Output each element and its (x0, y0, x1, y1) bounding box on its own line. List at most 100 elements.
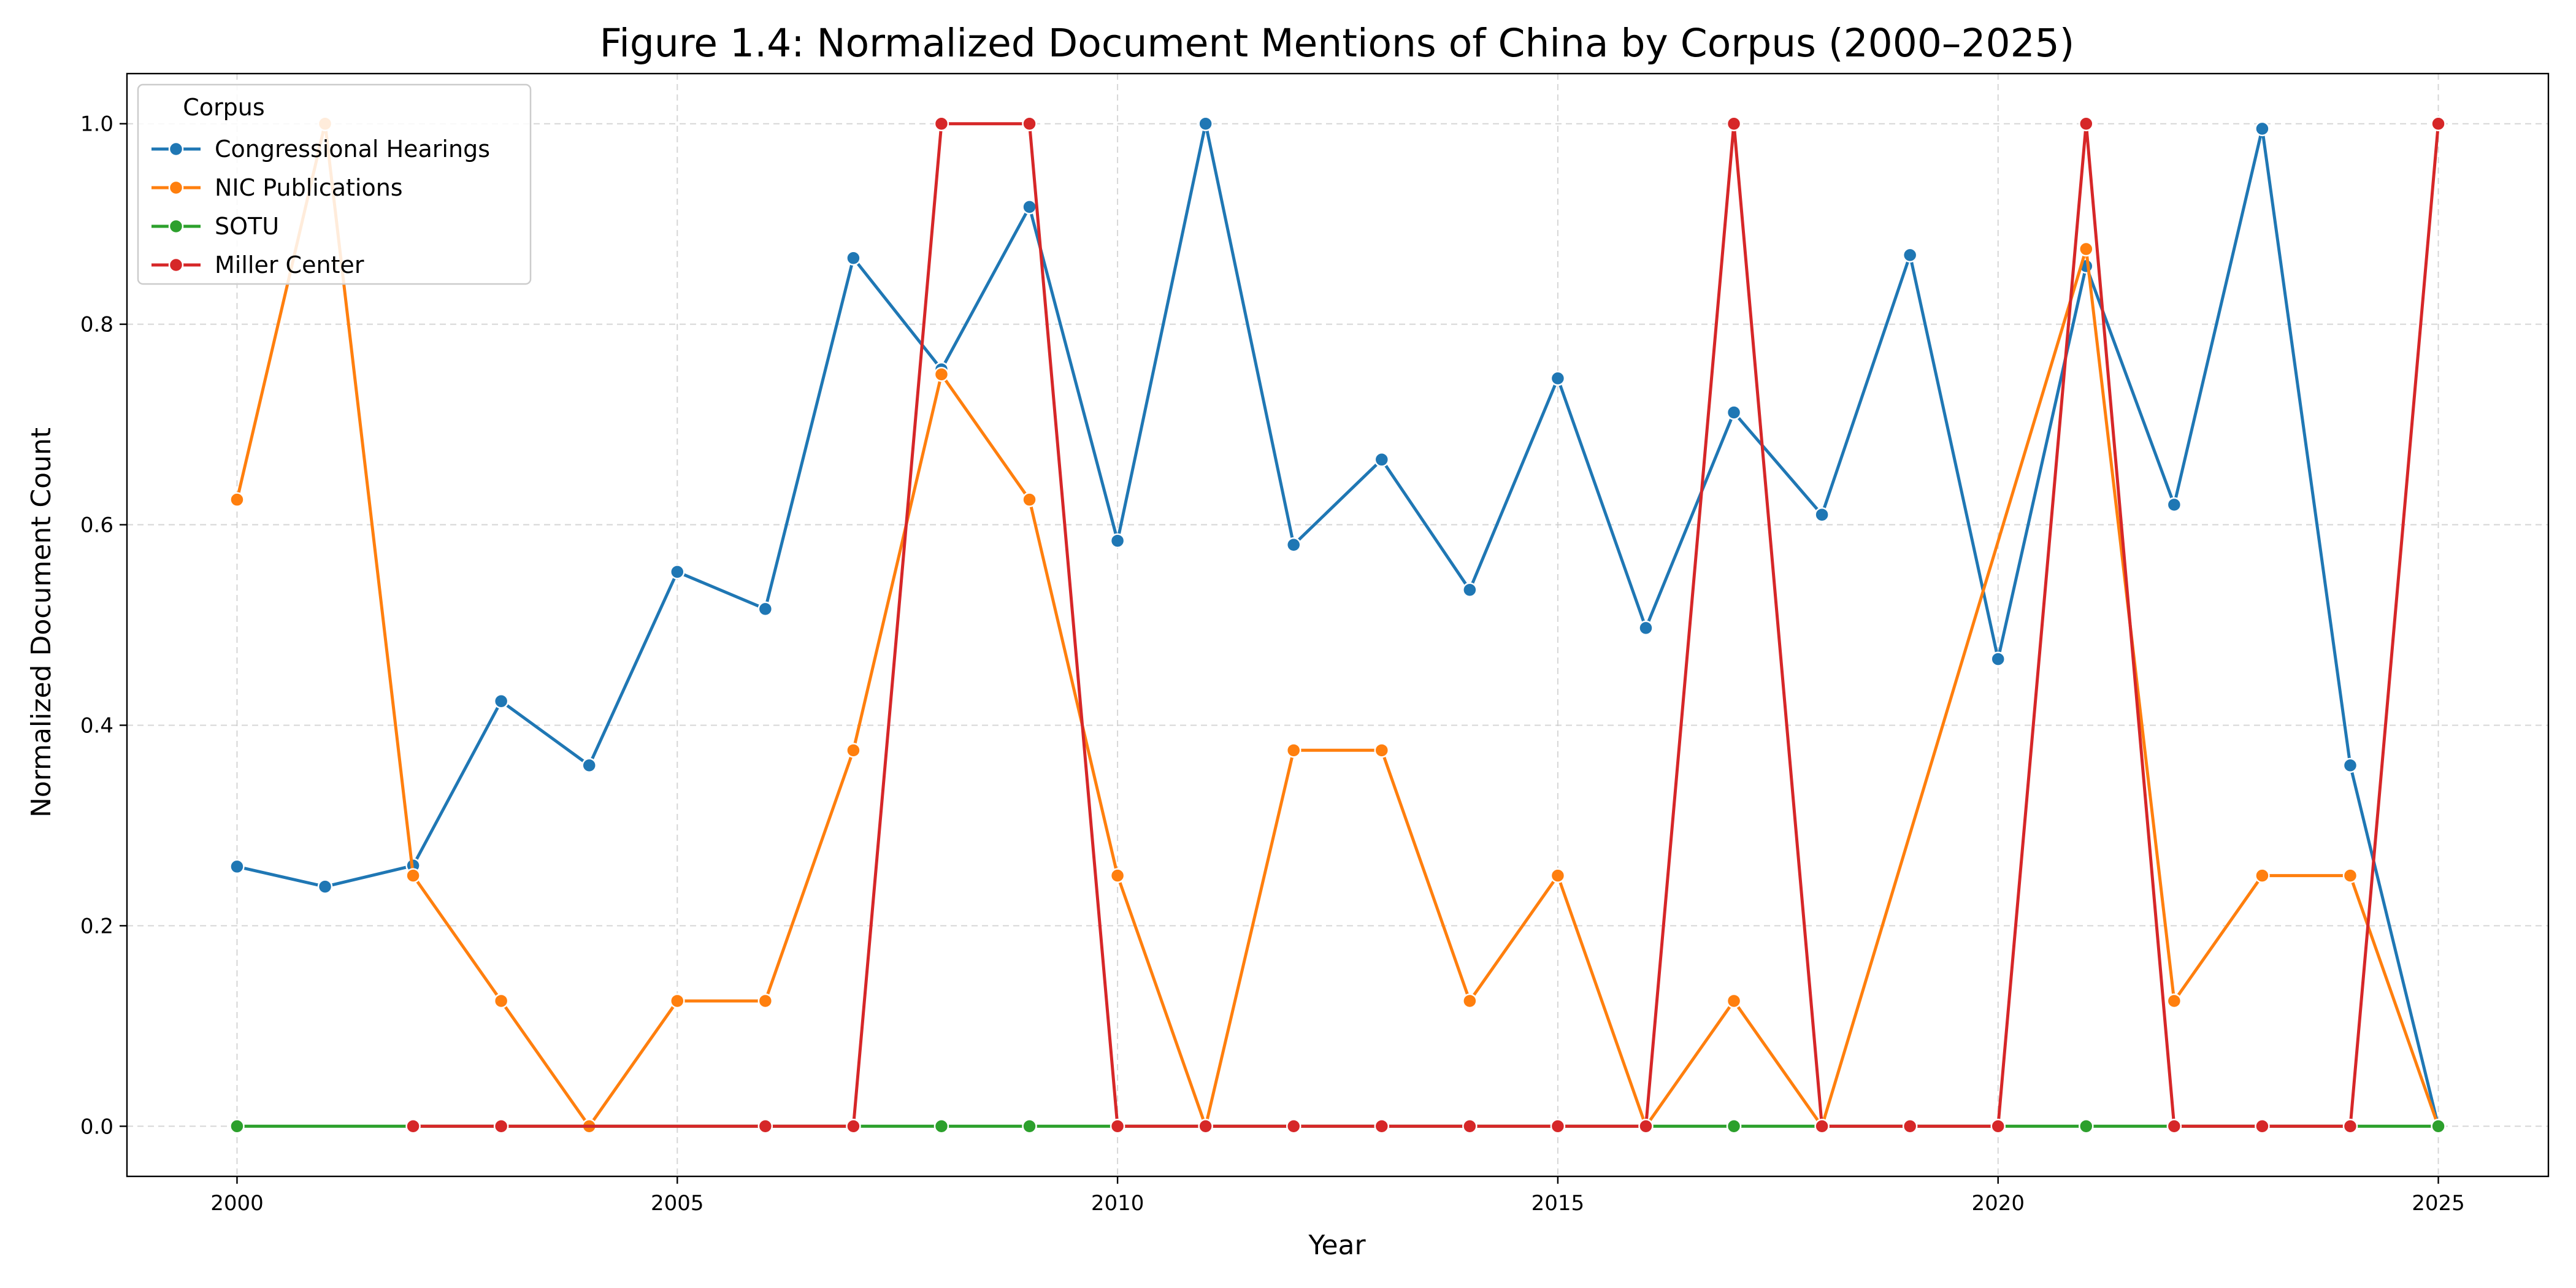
y-tick-label: 0.2 (80, 914, 113, 938)
data-point (229, 859, 245, 875)
legend-item: Miller Center (151, 251, 364, 278)
data-point (493, 693, 509, 709)
data-point (933, 367, 949, 382)
data-point (846, 1119, 861, 1134)
data-point (1110, 868, 1125, 883)
data-point (670, 564, 685, 580)
x-tick-label: 2010 (1091, 1191, 1144, 1216)
legend-title: Corpus (183, 94, 264, 121)
legend-swatch-marker (168, 141, 184, 157)
data-point (670, 993, 685, 1009)
data-point (2079, 1119, 2094, 1134)
data-point (229, 492, 245, 507)
data-point (1110, 533, 1125, 548)
data-point (2255, 1119, 2270, 1134)
data-point (1198, 116, 1213, 131)
data-point (2431, 1119, 2446, 1134)
data-point (493, 1119, 509, 1134)
legend-label: NIC Publications (215, 174, 403, 201)
series-line (236, 122, 2440, 1128)
chart-title: Figure 1.4: Normalized Document Mentions… (600, 21, 2075, 66)
data-point (1286, 1119, 1301, 1134)
data-point (1550, 868, 1566, 883)
y-tick-label: 0.0 (80, 1114, 113, 1139)
data-point (2166, 1119, 2182, 1134)
data-point (846, 250, 861, 266)
data-point (405, 868, 421, 883)
axes-frame (126, 72, 2550, 1178)
y-tick-label: 0.8 (80, 313, 113, 337)
x-tick-label: 2005 (651, 1191, 704, 1216)
data-point (2255, 121, 2270, 137)
data-point (1022, 199, 1037, 215)
data-point (1022, 1119, 1037, 1134)
data-point (493, 993, 509, 1009)
data-point (1638, 620, 1654, 636)
legend-item: NIC Publications (151, 174, 403, 201)
data-point (757, 993, 773, 1009)
x-tick-label: 2020 (1971, 1191, 2025, 1216)
data-point (1902, 1119, 1918, 1134)
data-point (1462, 582, 1478, 598)
y-tick-label: 0.6 (80, 513, 113, 538)
legend-item: SOTU (151, 213, 279, 240)
data-point (1726, 116, 1742, 131)
data-point (1286, 537, 1301, 553)
legend-box (137, 83, 532, 285)
legend-swatch-marker (168, 218, 184, 234)
data-point (846, 743, 861, 758)
x-tick-label: 2000 (210, 1191, 264, 1216)
data-point (2079, 116, 2094, 131)
data-point (1110, 1119, 1125, 1134)
data-point (2166, 497, 2182, 513)
data-point (1814, 507, 1830, 523)
data-point (1462, 1119, 1478, 1134)
data-point (1022, 492, 1037, 507)
data-point (1374, 1119, 1390, 1134)
data-point (933, 1119, 949, 1134)
x-axis-title: Year (1308, 1230, 1366, 1261)
legend: Corpus Congressional Hearings NIC Publicat… (137, 83, 532, 285)
y-tick-label: 0.4 (80, 713, 113, 738)
data-point (1550, 1119, 1566, 1134)
y-tick-label: 1.0 (80, 112, 113, 137)
data-point (933, 116, 949, 131)
series-line (236, 122, 2440, 1128)
data-point (1286, 743, 1301, 758)
data-point (1990, 1119, 2006, 1134)
data-point (2079, 241, 2094, 257)
data-point (317, 879, 333, 894)
data-point (2342, 1119, 2358, 1134)
legend-swatch-marker (168, 180, 184, 196)
series-line (412, 122, 2440, 1128)
data-point (757, 601, 773, 617)
axis-ticks: 2000 2005 2010 2015 2020 2025 0.0 0.2 0.4 0.6 0.8 1… (80, 112, 2465, 1216)
x-tick-label: 2015 (1531, 1191, 1585, 1216)
x-tick-label: 2025 (2412, 1191, 2465, 1216)
data-point (1726, 405, 1742, 420)
data-point (405, 1119, 421, 1134)
series-miller-center (405, 116, 2446, 1134)
data-point (2342, 757, 2358, 773)
data-point (1022, 116, 1037, 131)
data-point (1902, 247, 1918, 263)
data-point (1374, 452, 1390, 467)
data-point (1726, 993, 1742, 1009)
data-point (1726, 1119, 1742, 1134)
data-point (2342, 868, 2358, 883)
data-point (581, 757, 597, 773)
data-point (229, 1119, 245, 1134)
data-point (1638, 1119, 1654, 1134)
y-axis-title: Normalized Document Count (26, 427, 57, 818)
data-point (1814, 1119, 1830, 1134)
data-point (1374, 743, 1390, 758)
data-point (1550, 370, 1566, 386)
plot-frame (126, 72, 2550, 1178)
data-point (757, 1119, 773, 1134)
legend-swatch-marker (168, 257, 184, 273)
legend-label: Congressional Hearings (215, 136, 490, 163)
data-point (2166, 993, 2182, 1009)
data-point (1990, 651, 2006, 667)
